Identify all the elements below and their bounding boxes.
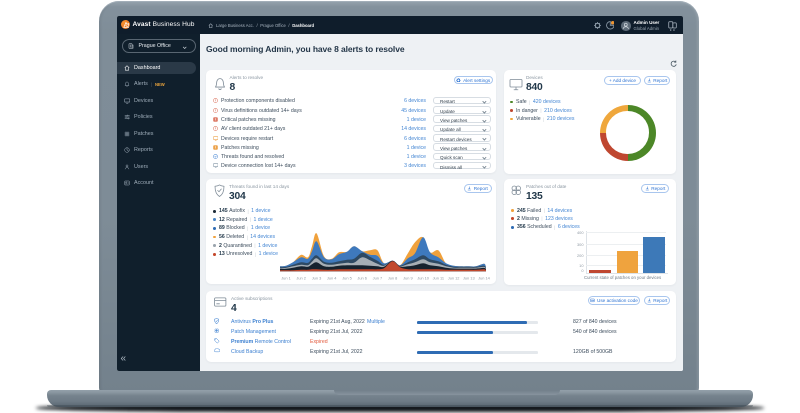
svg-text:Jun 12: Jun 12	[448, 275, 460, 280]
svg-text:Jun 2: Jun 2	[296, 275, 306, 280]
svg-text:Jun 14: Jun 14	[478, 275, 490, 280]
svg-text:Jun 3: Jun 3	[312, 275, 322, 280]
svg-text:Jun 9: Jun 9	[403, 275, 413, 280]
svg-text:Jun 13: Jun 13	[463, 275, 475, 280]
svg-text:Jun 1: Jun 1	[281, 275, 291, 280]
svg-text:Jun 6: Jun 6	[357, 275, 367, 280]
svg-text:Jun 8: Jun 8	[388, 275, 398, 280]
svg-text:Jun 7: Jun 7	[373, 275, 383, 280]
svg-text:Jun 5: Jun 5	[342, 275, 352, 280]
svg-text:Jun 11: Jun 11	[433, 275, 444, 280]
svg-text:Jun 4: Jun 4	[327, 275, 337, 280]
svg-text:Jun 10: Jun 10	[417, 275, 430, 280]
